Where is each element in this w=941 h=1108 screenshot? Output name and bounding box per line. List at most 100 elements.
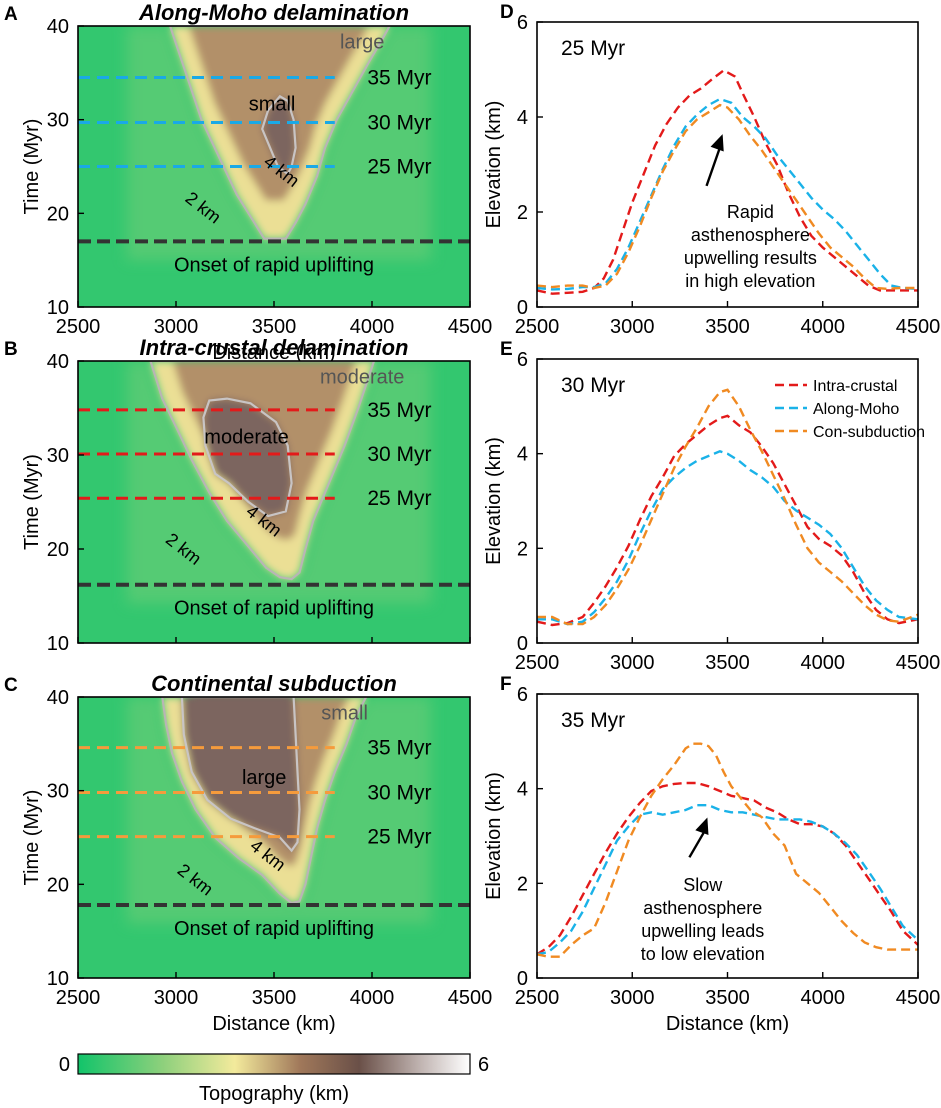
y-tick-label: 10 [47, 297, 69, 319]
panel-letter: F [500, 674, 512, 695]
series-line-along-moho [536, 804, 919, 956]
y-tick-label: 40 [47, 16, 69, 38]
time-line-label: 25 Myr [367, 156, 431, 179]
annotation-line: upwelling results [684, 248, 817, 268]
y-tick-label: 20 [47, 874, 69, 896]
time-line-label: 30 Myr [367, 443, 431, 466]
contour-2km [168, 26, 391, 240]
x-tick-label: 3500 [252, 987, 297, 1009]
y-tick-label: 0 [517, 633, 528, 655]
x-tick-label: 3500 [705, 987, 750, 1009]
panel-f-lines: 0 2 4 6 2500 3000 3500 4000 4500 35 Myr F Elevation… [483, 674, 940, 1035]
series-line-along-moho [537, 450, 919, 626]
panel-letter: C [4, 675, 18, 696]
time-line-label: 35 Myr [367, 399, 431, 422]
x-tick-label: 3000 [610, 987, 655, 1009]
legend-label: Intra-crustal [813, 378, 897, 395]
onset-label: Onset of rapid uplifting [174, 918, 374, 940]
plateau-4km-zone [181, 697, 300, 851]
annotation-line: in high elevation [685, 271, 815, 291]
contour-4km [180, 697, 301, 853]
legend-label: Con-subduction [813, 424, 925, 441]
y-tick-label: 30 [47, 110, 69, 132]
y-axis-label: Elevation (km) [483, 772, 505, 900]
y-tick-label: 20 [47, 203, 69, 225]
series-line-intra-crustal [536, 414, 919, 627]
x-tick-label: 4000 [801, 652, 846, 674]
annotation-line: asthenosphere [643, 898, 762, 918]
y-axis-label: Elevation (km) [483, 101, 505, 229]
contour-4km [202, 397, 293, 518]
panel-d-lines: 0 2 4 6 2500 3000 3500 4000 4500 25 Myr D Elevation… [483, 2, 940, 338]
snapshot-title: 25 Myr [561, 37, 625, 60]
time-line-label: 30 Myr [367, 111, 431, 134]
series-line-con-subduction [536, 742, 918, 958]
panel-e-lines: 0 2 4 6 2500 3000 3500 4000 4500 30 Myr E Elevation… [483, 339, 940, 674]
x-tick-label: 4500 [896, 652, 941, 674]
colorbar-max-label: 6 [478, 1054, 489, 1076]
y-tick-label: 40 [47, 687, 69, 709]
y-tick-label: 6 [517, 684, 528, 706]
arrow-head [710, 134, 724, 152]
x-tick-label: 3500 [252, 316, 297, 338]
panel-a-heatmap: 25 Myr 30 Myr 35 Myr Onset of rapid uplifti… [4, 0, 492, 364]
x-tick-label: 4000 [350, 987, 395, 1009]
series-line-intra-crustal [536, 68, 918, 295]
panel-letter: D [500, 2, 514, 23]
y-axis-label: Elevation (km) [483, 437, 505, 565]
onset-label: Onset of rapid uplifting [174, 598, 374, 620]
y-tick-label: 6 [517, 12, 528, 34]
panel-c-heatmap: 25 Myr 30 Myr 35 Myr Onset of rapid uplifti… [4, 671, 492, 1035]
annotation-line: to low elevation [641, 944, 765, 964]
y-tick-label: 4 [517, 444, 528, 466]
panel-letter: A [4, 4, 18, 25]
time-line-label: 30 Myr [367, 782, 431, 805]
colorbar-min-label: 0 [59, 1054, 70, 1076]
y-tick-label: 6 [517, 349, 528, 371]
topography-field [78, 26, 470, 307]
series-line-along-moho [536, 97, 919, 291]
annotation-slow-upwelling: Slow asthenosphere upwelling leads to low e… [641, 817, 765, 964]
x-tick-label: 3000 [154, 987, 199, 1009]
y-tick-label: 2 [517, 538, 528, 560]
x-tick-label: 2500 [515, 652, 560, 674]
annotation-line: Slow [683, 875, 723, 895]
time-line-label: 35 Myr [367, 67, 431, 90]
foothill-zone [127, 361, 431, 604]
topography-field [78, 361, 470, 643]
x-tick-label: 2500 [56, 987, 101, 1009]
series-line-intra-crustal [536, 781, 919, 956]
time-line-label: 35 Myr [367, 737, 431, 760]
series-line-con-subduction [536, 103, 918, 291]
y-tick-label: 40 [47, 351, 69, 373]
onset-label: Onset of rapid uplifting [174, 254, 374, 276]
colorbar-gradient [77, 1053, 471, 1075]
x-tick-label: 4500 [448, 987, 493, 1009]
contour-2km [149, 361, 376, 581]
annotation-arrow [688, 830, 706, 858]
x-tick-label: 4000 [350, 316, 395, 338]
colorbar: 0 6 Topography (km) [59, 1053, 489, 1105]
plateau-4km-zone [262, 96, 296, 174]
x-tick-label: 4500 [896, 987, 941, 1009]
arrow-head [695, 817, 709, 835]
foothill-zone [127, 697, 431, 924]
y-tick-label: 4 [517, 779, 528, 801]
x-tick-label: 4500 [896, 316, 941, 338]
panel-letter: E [500, 339, 513, 360]
x-tick-label: 3000 [610, 652, 655, 674]
x-tick-label: 4000 [801, 987, 846, 1009]
y-tick-label: 2 [517, 202, 528, 224]
y-axis-label: Time (Myr) [21, 454, 43, 550]
y-tick-label: 30 [47, 781, 69, 803]
inner-region-label: large [242, 767, 286, 789]
contour-2km [161, 697, 368, 905]
panel-title: Along-Moho delamination [138, 0, 409, 25]
annotation-line: asthenosphere [691, 225, 810, 245]
inner-region-label: small [249, 93, 296, 115]
panel-b-heatmap: 25 Myr 30 Myr 35 Myr Onset of rapid uplifti… [4, 335, 471, 655]
time-line-label: 25 Myr [367, 826, 431, 849]
x-axis-label: Distance (km) [666, 1013, 789, 1035]
y-axis-label: Time (Myr) [21, 119, 43, 215]
